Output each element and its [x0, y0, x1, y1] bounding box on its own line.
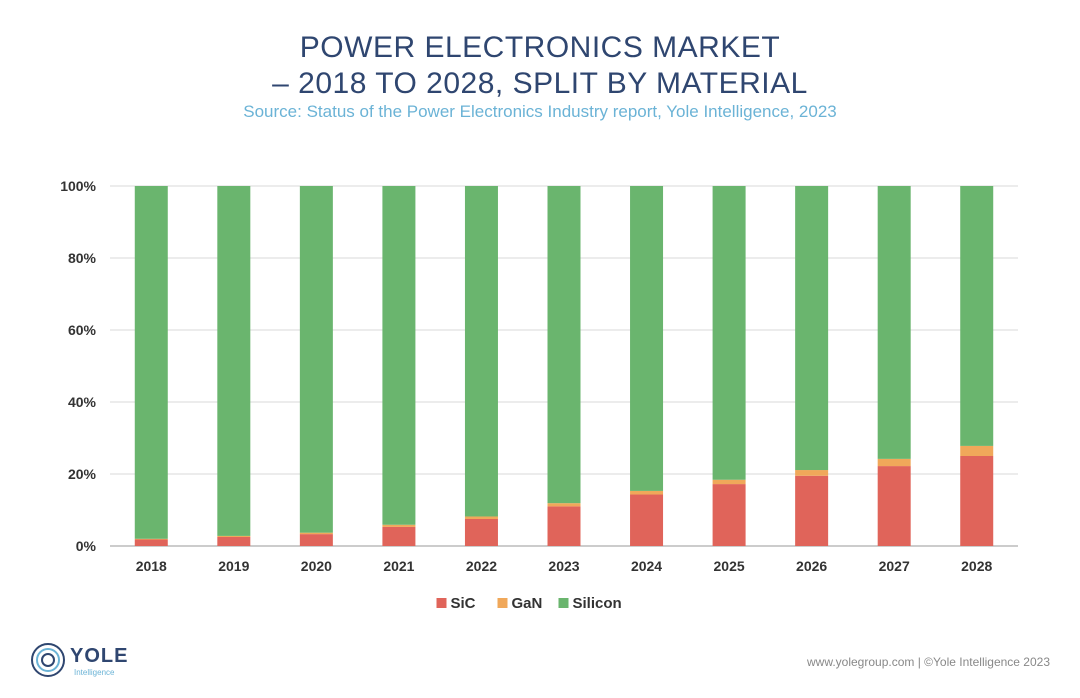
bar-segment-gan: [547, 503, 581, 507]
legend: SiC GaN Silicon: [436, 595, 622, 612]
bar-segment-gan: [464, 516, 498, 519]
x-tick-label: 2024: [631, 558, 662, 574]
x-tick-label: 2028: [961, 558, 992, 574]
legend-label-sic: SiC: [451, 595, 476, 612]
bar-segment-sic: [960, 456, 994, 546]
legend-swatch-sic: [436, 598, 447, 608]
x-tick-labels: 2018 2019 2020 2021 2022 2023 2024 2025 2026 2027…: [136, 558, 993, 574]
bar-segment-silicon: [712, 186, 746, 480]
bar-segment-gan: [134, 538, 168, 540]
x-tick-label: 2023: [548, 558, 579, 574]
bar-segment-sic: [134, 539, 168, 546]
y-tick-label: 20%: [68, 466, 97, 482]
chart-title-line2: – 2018 TO 2028, SPLIT BY MATERIAL: [272, 67, 808, 100]
legend-swatch-silicon: [558, 598, 569, 608]
yole-logo: YOLE Intelligence: [30, 642, 150, 678]
y-tick-label: 0%: [76, 538, 97, 554]
bar-segment-sic: [712, 484, 746, 546]
x-tick-label: 2018: [136, 558, 167, 574]
bar-segment-gan: [795, 470, 829, 476]
bar-segment-gan: [630, 490, 664, 495]
stacked-bar-chart: 0%20%40%60%80%100% 2018 2019 2020 2021 2022 2…: [60, 178, 1018, 612]
footer-credit: www.yolegroup.com | ©Yole Intelligence 2…: [807, 655, 1050, 669]
y-tick-label: 80%: [68, 250, 97, 266]
bar-segment-silicon: [547, 186, 581, 504]
bar-segment-silicon: [877, 186, 911, 459]
bar-segment-silicon: [382, 186, 416, 525]
bar-segment-sic: [630, 494, 664, 546]
logo-subtext: Intelligence: [74, 668, 115, 677]
chart-title: POWER ELECTRONICS MARKET – 2018 TO 2028,…: [0, 30, 1080, 102]
bar-segment-silicon: [960, 186, 994, 446]
bar-segment-silicon: [464, 186, 498, 517]
logo-wordmark: YOLE: [70, 645, 129, 667]
bar-segment-gan: [382, 524, 416, 527]
bar-segment-silicon: [299, 186, 333, 533]
bar-segment-sic: [382, 526, 416, 546]
y-tick-label: 60%: [68, 322, 97, 338]
y-tick-label: 100%: [60, 178, 96, 194]
bar-segment-gan: [217, 535, 251, 537]
y-tick-label: 40%: [68, 394, 97, 410]
legend-label-gan: GaN: [512, 595, 543, 612]
bar-segment-gan: [877, 458, 911, 467]
chart-title-line1: POWER ELECTRONICS MARKET: [299, 31, 781, 64]
bar-segment-silicon: [630, 186, 664, 491]
x-tick-label: 2020: [301, 558, 332, 574]
legend-swatch-gan: [497, 598, 508, 608]
yole-logo-icon: [31, 643, 65, 677]
bar-segment-gan: [299, 532, 333, 535]
bar-segment-sic: [217, 537, 251, 546]
bar-segment-sic: [877, 466, 911, 546]
x-tick-label: 2025: [714, 558, 745, 574]
bar-segment-sic: [299, 534, 333, 546]
bars: [134, 186, 994, 546]
y-tick-labels: 0% 20% 40% 60% 80% 100%: [60, 178, 96, 554]
chart-subtitle: Source: Status of the Power Electronics …: [243, 102, 837, 121]
x-tick-label: 2026: [796, 558, 827, 574]
bar-segment-gan: [960, 445, 994, 456]
bar-segment-gan: [712, 479, 746, 485]
bar-segment-sic: [795, 475, 829, 546]
bar-segment-silicon: [217, 186, 251, 536]
x-tick-label: 2021: [383, 558, 414, 574]
bar-segment-silicon: [795, 186, 829, 471]
bar-segment-sic: [547, 506, 581, 546]
x-tick-label: 2022: [466, 558, 497, 574]
x-tick-label: 2027: [879, 558, 910, 574]
bar-segment-silicon: [134, 186, 168, 539]
legend-label-silicon: Silicon: [573, 595, 622, 612]
x-tick-label: 2019: [218, 558, 249, 574]
bar-segment-sic: [464, 519, 498, 546]
